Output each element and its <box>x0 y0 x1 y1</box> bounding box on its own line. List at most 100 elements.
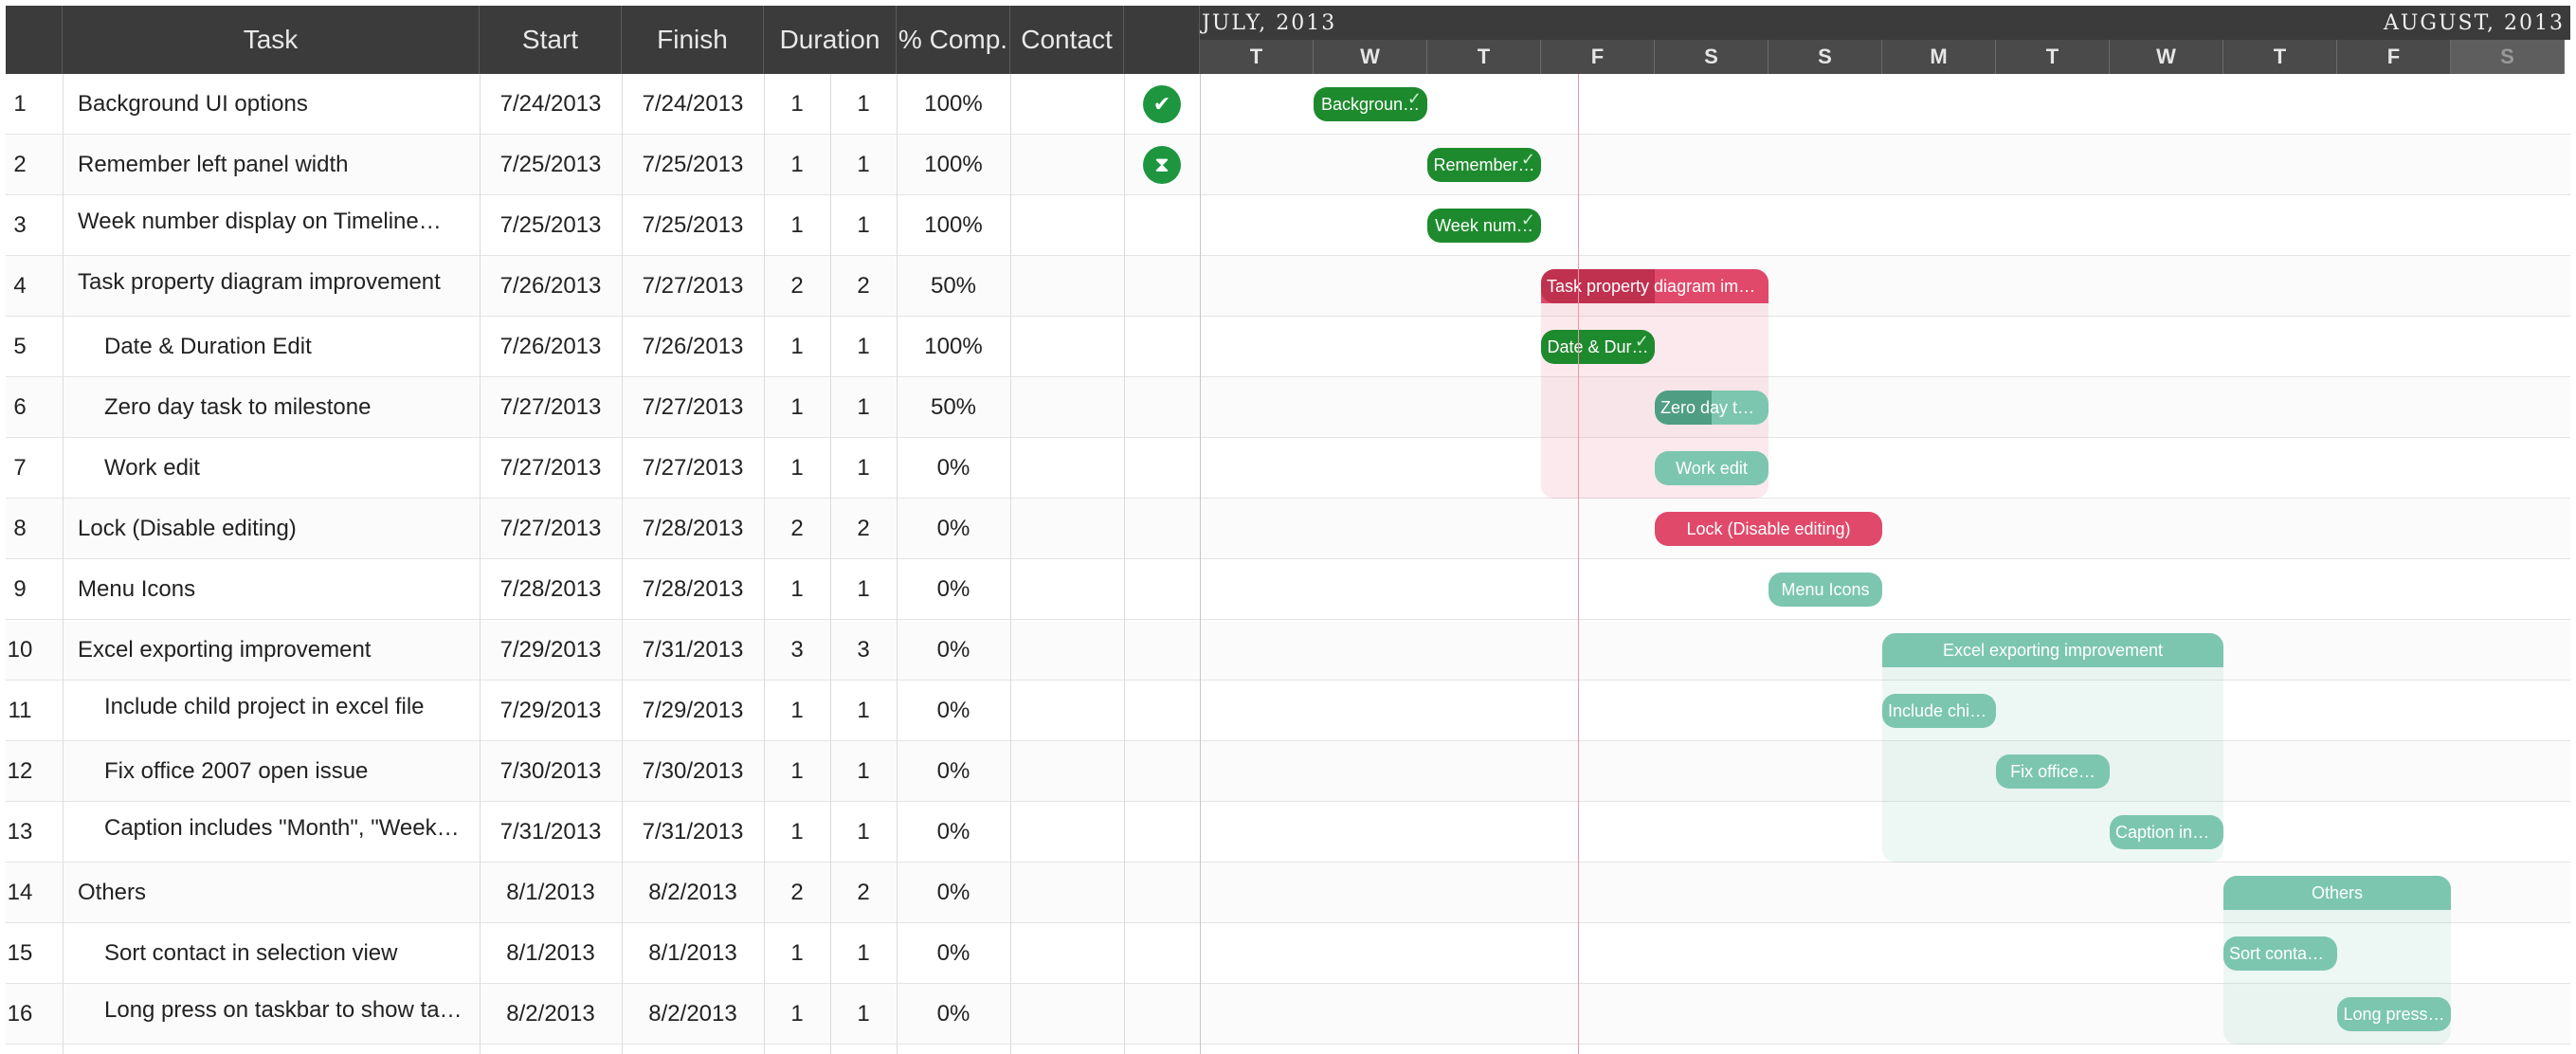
duration-work-value[interactable]: 3 <box>857 637 870 663</box>
contact-cell[interactable] <box>1010 499 1124 559</box>
contact-cell[interactable] <box>1010 802 1124 863</box>
percent-complete[interactable]: 0% <box>936 819 971 845</box>
contact-cell[interactable] <box>1010 74 1124 135</box>
gantt-task-bar[interactable]: Zero day ta… <box>1655 391 1769 425</box>
duration-value[interactable]: 3 <box>790 637 804 663</box>
table-row[interactable]: 9 Menu Icons 7/28/2013 7/28/2013 1 1 0% <box>6 559 2570 620</box>
table-row[interactable]: 5 Date & Duration Edit 7/26/2013 7/26/2013 1… <box>6 317 2570 377</box>
duration-value[interactable]: 1 <box>790 334 804 359</box>
duration-value[interactable]: 1 <box>790 152 804 177</box>
percent-complete[interactable]: 100% <box>924 152 983 177</box>
start-date[interactable]: 7/26/2013 <box>499 334 602 359</box>
row-number[interactable]: 1 <box>13 91 27 117</box>
start-date[interactable]: 7/27/2013 <box>499 455 602 481</box>
gantt-task-bar[interactable]: Work edit <box>1655 451 1769 485</box>
task-name[interactable]: Remember left panel width <box>78 152 349 177</box>
gantt-task-bar[interactable]: Remember… ✓ <box>1427 148 1541 182</box>
finish-date[interactable]: 7/29/2013 <box>642 698 744 723</box>
header-id[interactable] <box>6 6 63 74</box>
task-name[interactable]: Zero day task to milestone <box>104 394 372 420</box>
row-number[interactable]: 2 <box>13 152 27 177</box>
task-name[interactable]: Include child project in excel file <box>104 694 425 719</box>
header-finish[interactable]: Finish <box>622 6 764 74</box>
contact-cell[interactable] <box>1010 620 1124 681</box>
duration-value[interactable]: 1 <box>790 1001 804 1027</box>
percent-complete[interactable]: 0% <box>936 1001 971 1027</box>
duration-value[interactable]: 1 <box>790 758 804 784</box>
table-row[interactable]: 7 Work edit 7/27/2013 7/27/2013 1 1 0% <box>6 438 2570 499</box>
gantt-task-bar[interactable]: Others <box>2223 876 2451 910</box>
finish-date[interactable]: 7/27/2013 <box>642 394 744 420</box>
duration-value[interactable]: 2 <box>790 880 804 905</box>
start-date[interactable]: 7/27/2013 <box>499 516 602 541</box>
contact-cell[interactable] <box>1010 256 1124 317</box>
task-name[interactable]: Task property diagram improvement <box>78 269 441 295</box>
table-row[interactable]: 16 Long press on taskbar to show ta… 8/2/2… <box>6 984 2570 1045</box>
gantt-task-bar[interactable]: Task property diagram im… <box>1541 269 1769 303</box>
row-number[interactable]: 15 <box>7 940 33 966</box>
duration-work-value[interactable]: 2 <box>857 516 870 541</box>
duration-work-value[interactable]: 1 <box>857 334 870 359</box>
duration-work-value[interactable]: 1 <box>857 212 870 238</box>
duration-value[interactable]: 1 <box>790 212 804 238</box>
table-row[interactable]: 12 Fix office 2007 open issue 7/30/2013 7/3… <box>6 741 2570 802</box>
completed-status-icon[interactable]: ✔ <box>1143 85 1181 123</box>
finish-date[interactable]: 7/27/2013 <box>642 273 744 299</box>
row-number[interactable]: 4 <box>13 273 27 299</box>
duration-work-value[interactable]: 2 <box>857 880 870 905</box>
header-contact[interactable]: Contact <box>1010 6 1124 74</box>
start-date[interactable]: 7/29/2013 <box>499 637 602 663</box>
duration-value[interactable]: 1 <box>790 394 804 420</box>
gantt-task-bar[interactable]: Week num… ✓ <box>1427 209 1541 243</box>
contact-cell[interactable] <box>1010 863 1124 923</box>
duration-work-value[interactable]: 1 <box>857 819 870 845</box>
header-start[interactable]: Start <box>480 6 622 74</box>
duration-value[interactable]: 2 <box>790 516 804 541</box>
finish-date[interactable]: 7/28/2013 <box>642 576 744 602</box>
contact-cell[interactable] <box>1010 195 1124 256</box>
row-number[interactable]: 16 <box>7 1001 33 1027</box>
table-row[interactable]: 13 Caption includes "Month", "Week… 7/31/2… <box>6 802 2570 863</box>
table-row[interactable]: 8 Lock (Disable editing) 7/27/2013 7/28/201… <box>6 499 2570 559</box>
contact-cell[interactable] <box>1010 984 1124 1045</box>
percent-complete[interactable]: 100% <box>924 334 983 359</box>
percent-complete[interactable]: 0% <box>936 455 971 481</box>
task-name[interactable]: Excel exporting improvement <box>78 637 372 663</box>
start-date[interactable]: 7/25/2013 <box>499 152 602 177</box>
contact-cell[interactable] <box>1010 559 1124 620</box>
percent-complete[interactable]: 0% <box>936 758 971 784</box>
percent-complete[interactable]: 100% <box>924 212 983 238</box>
row-number[interactable]: 13 <box>7 819 33 845</box>
table-row[interactable]: 1 Background UI options 7/24/2013 7/24/2013… <box>6 74 2570 135</box>
duration-work-value[interactable]: 1 <box>857 940 870 966</box>
finish-date[interactable]: 7/28/2013 <box>642 516 744 541</box>
duration-work-value[interactable]: 1 <box>857 91 870 117</box>
hourglass-status-icon[interactable]: ⧗ <box>1143 146 1181 184</box>
task-name[interactable]: Sort contact in selection view <box>104 940 398 966</box>
percent-complete[interactable]: 50% <box>930 394 977 420</box>
header-task[interactable]: Task <box>63 6 480 74</box>
table-row[interactable]: 14 Others 8/1/2013 8/2/2013 2 2 0% <box>6 863 2570 923</box>
start-date[interactable]: 8/1/2013 <box>506 880 595 905</box>
duration-value[interactable]: 1 <box>790 698 804 723</box>
percent-complete[interactable]: 0% <box>936 698 971 723</box>
duration-work-value[interactable]: 1 <box>857 758 870 784</box>
duration-value[interactable]: 2 <box>790 273 804 299</box>
contact-cell[interactable] <box>1010 923 1124 984</box>
finish-date[interactable]: 7/31/2013 <box>642 637 744 663</box>
header-duration[interactable]: Duration <box>764 6 897 74</box>
percent-complete[interactable]: 0% <box>936 516 971 541</box>
start-date[interactable]: 7/29/2013 <box>499 698 602 723</box>
start-date[interactable]: 7/31/2013 <box>499 819 602 845</box>
table-row[interactable]: 3 Week number display on Timeline… 7/25/20… <box>6 195 2570 256</box>
row-number[interactable]: 12 <box>7 758 33 784</box>
task-name[interactable]: Lock (Disable editing) <box>78 516 297 541</box>
row-number[interactable]: 5 <box>13 334 27 359</box>
finish-date[interactable]: 8/1/2013 <box>648 940 737 966</box>
contact-cell[interactable] <box>1010 135 1124 195</box>
gantt-task-bar[interactable]: Lock (Disable editing) <box>1655 512 1882 546</box>
task-name[interactable]: Caption includes "Month", "Week… <box>104 815 460 841</box>
finish-date[interactable]: 8/2/2013 <box>648 880 737 905</box>
gantt-task-bar[interactable]: Include chil… <box>1882 694 1996 728</box>
duration-work-value[interactable]: 2 <box>857 273 870 299</box>
